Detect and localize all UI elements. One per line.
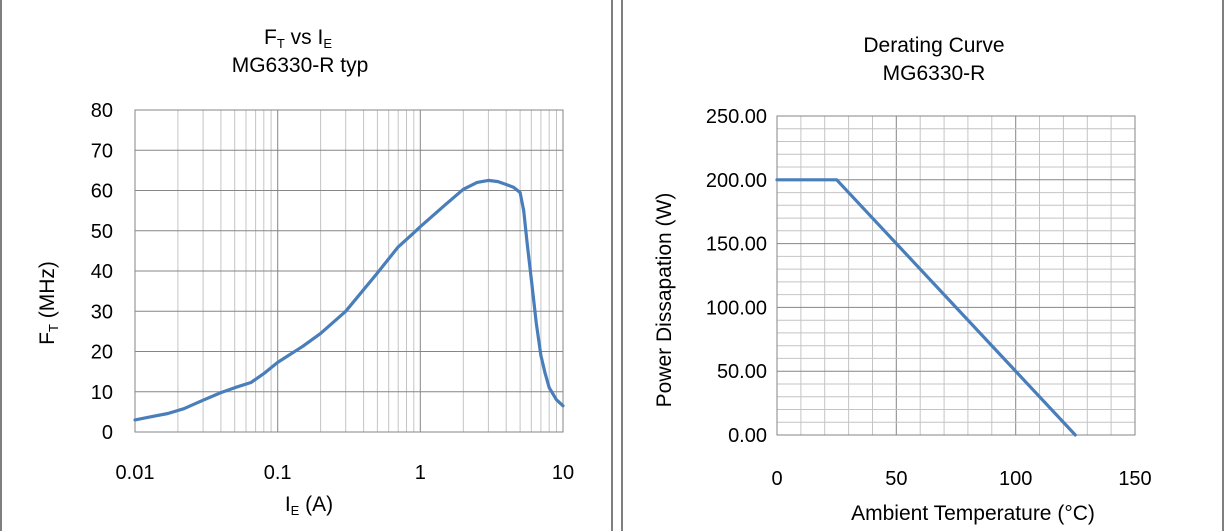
y-axis-label: FT (MHz) [36,261,61,345]
chart-subtitle: MG6330-R typ [232,54,369,77]
x-axis-label: IE (A) [285,493,333,518]
x-tick-label: 150 [1118,468,1151,490]
plot-grid [134,110,563,432]
x-tick-label: 0.01 [116,462,155,484]
ft-curve-series [133,178,565,422]
plot-grid [777,116,1135,435]
y-tick-labels: 0 10 20 30 40 50 60 70 80 [91,100,113,444]
x-axis-label: Ambient Temperature (°C) [851,502,1095,525]
y-tick-label: 250.00 [706,106,767,128]
derating-curve-chart: 0.00 50.00 100.00 150.00 200.00 250.00 0 50 100… [653,34,1152,525]
x-tick-labels: 0 50 100 150 [771,468,1151,490]
y-tick-label: 30 [91,301,113,323]
y-tick-label: 70 [91,140,113,162]
chart-panel-ft-vs-ie: 0 10 20 30 40 50 60 70 80 0.01 0.1 1 10 FT vs IE MG… [0,0,613,531]
y-tick-labels: 0.00 50.00 100.00 150.00 200.00 250.00 [706,106,767,447]
y-tick-label: 80 [91,100,113,122]
y-tick-label: 0 [102,422,113,444]
x-tick-labels: 0.01 0.1 1 10 [116,462,575,484]
x-tick-label: 100 [999,468,1032,490]
y-tick-label: 10 [91,382,113,404]
x-tick-label: 0 [771,468,782,490]
y-axis-label: Power Dissapation (W) [653,193,676,408]
y-tick-label: 40 [91,261,113,283]
x-tick-label: 1 [415,462,426,484]
y-tick-label: 0.00 [728,425,767,447]
y-tick-label: 60 [91,181,113,203]
plot-area [776,115,1136,436]
y-tick-label: 50.00 [717,361,767,383]
chart-title: Derating Curve [863,34,1004,57]
x-tick-label: 10 [552,462,574,484]
derating-curve-series [775,178,1077,437]
plot-area [134,109,564,433]
x-tick-label: 0.1 [264,462,292,484]
ft-vs-ie-chart: 0 10 20 30 40 50 60 70 80 0.01 0.1 1 10 FT vs IE MG… [36,26,575,518]
y-tick-label: 50 [91,221,113,243]
chart-subtitle: MG6330-R [883,62,986,85]
y-tick-label: 20 [91,342,113,364]
chart-title: FT vs IE [264,26,332,51]
y-tick-label: 200.00 [706,170,767,192]
x-tick-label: 50 [885,468,907,490]
chart-panel-derating-curve: 0.00 50.00 100.00 150.00 200.00 250.00 0 50 100… [621,0,1224,531]
y-tick-label: 100.00 [706,297,767,319]
y-tick-label: 150.00 [706,234,767,256]
